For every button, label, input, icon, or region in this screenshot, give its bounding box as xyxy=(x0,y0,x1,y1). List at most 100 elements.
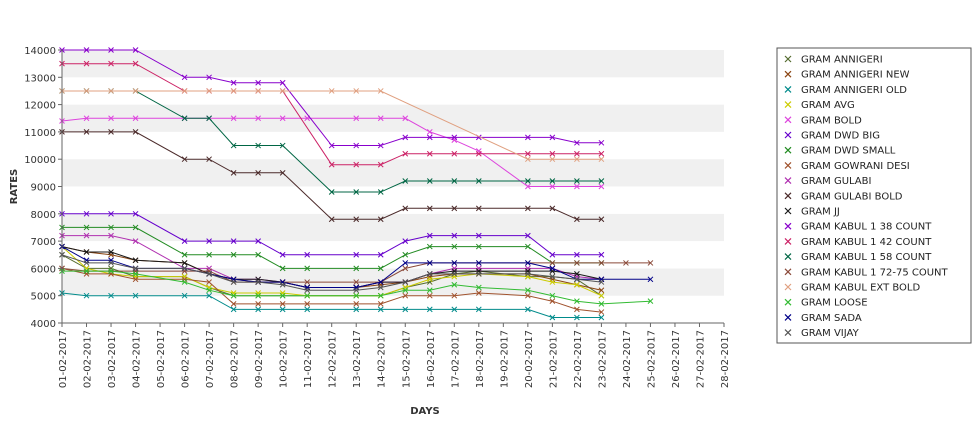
data-point xyxy=(524,260,531,266)
data-point xyxy=(132,265,139,272)
data-point xyxy=(426,260,433,266)
legend-item: GRAM ANNIGERI OLD xyxy=(784,85,907,96)
legend-marker xyxy=(784,222,792,230)
series-line xyxy=(62,226,602,269)
data-point xyxy=(598,150,605,157)
data-point xyxy=(574,306,580,313)
data-point xyxy=(426,205,433,212)
data-point xyxy=(279,281,286,288)
data-point xyxy=(279,88,286,94)
data-point xyxy=(426,232,433,239)
series-line xyxy=(61,262,651,283)
data-point xyxy=(598,309,605,315)
x-tick-label: 19-02-2017 xyxy=(499,330,510,388)
data-point xyxy=(304,292,311,299)
data-point xyxy=(353,189,360,195)
data-point xyxy=(108,88,114,94)
legend-label: GRAM BOLD xyxy=(801,115,862,126)
series-gram-vijay xyxy=(59,251,605,294)
data-point xyxy=(83,268,90,274)
series-gram-loose xyxy=(59,268,654,307)
y-tick-label: 6000 xyxy=(31,264,56,275)
data-point xyxy=(549,183,556,190)
series-line xyxy=(61,254,602,291)
data-point xyxy=(279,79,286,86)
data-point xyxy=(108,260,114,266)
data-point xyxy=(132,47,139,53)
legend-item: GRAM KABUL 1 42 COUNT xyxy=(784,237,932,248)
series-line xyxy=(62,90,602,193)
data-point xyxy=(377,161,384,168)
legend-label: GRAM ANNIGERI OLD xyxy=(801,85,907,96)
data-point xyxy=(549,273,556,280)
series-line xyxy=(62,49,602,146)
legend-item: GRAM GULABI BOLD xyxy=(784,191,903,202)
data-point xyxy=(647,260,654,266)
legend-label: GRAM GULABI BOLD xyxy=(801,191,903,202)
data-point xyxy=(451,134,458,141)
data-point xyxy=(426,178,433,184)
series-gram-kabul-1-38-count xyxy=(59,47,605,149)
y-axis-title: RATES xyxy=(9,169,20,205)
legend-marker xyxy=(784,131,792,139)
data-point xyxy=(206,292,212,299)
data-point xyxy=(279,301,286,307)
data-point xyxy=(451,306,458,313)
data-point xyxy=(181,265,188,272)
series-gram-annigeri-old xyxy=(59,290,605,321)
data-point xyxy=(574,178,580,184)
data-point xyxy=(206,238,212,244)
data-point xyxy=(475,243,482,250)
data-point xyxy=(451,150,458,157)
x-tick-label: 18-02-2017 xyxy=(475,330,486,388)
data-point xyxy=(83,210,90,217)
data-point xyxy=(206,279,212,285)
data-point xyxy=(83,129,90,135)
data-point xyxy=(524,178,531,184)
x-tick-label: 25-02-2017 xyxy=(646,330,657,388)
data-point xyxy=(255,292,262,299)
x-tick-label: 13-02-2017 xyxy=(352,330,363,388)
data-point xyxy=(181,156,188,163)
legend-item: GRAM GOWRANI DESI xyxy=(784,161,910,172)
data-point xyxy=(230,292,237,299)
data-point xyxy=(475,290,482,296)
x-tick-label: 08-02-2017 xyxy=(230,330,241,388)
data-point xyxy=(353,251,360,258)
data-point xyxy=(574,216,580,223)
series-gram-dwd-big xyxy=(59,210,605,258)
x-tick-label: 14-02-2017 xyxy=(377,330,388,388)
data-point xyxy=(255,301,262,307)
data-point xyxy=(451,232,458,239)
data-point xyxy=(132,210,139,217)
data-point xyxy=(402,178,409,184)
x-tick-label: 02-02-2017 xyxy=(83,330,94,388)
data-point xyxy=(524,183,531,190)
series-line xyxy=(62,63,602,166)
data-point xyxy=(255,88,262,94)
data-point xyxy=(377,216,384,223)
legend-item: GRAM KABUL 1 72-75 COUNT xyxy=(784,267,949,278)
x-tick-label: 28-02-2017 xyxy=(720,330,731,388)
data-point xyxy=(574,156,580,163)
legend-marker xyxy=(784,177,792,185)
legend-label: GRAM KABUL EXT BOLD xyxy=(801,283,920,294)
data-point xyxy=(230,279,237,285)
data-point xyxy=(353,279,360,285)
data-point xyxy=(255,79,262,86)
data-point xyxy=(574,276,580,283)
series-line xyxy=(61,267,602,313)
data-point xyxy=(647,298,654,305)
data-point xyxy=(549,205,556,212)
data-point xyxy=(377,306,384,313)
data-point xyxy=(549,292,556,299)
grid-band xyxy=(62,213,724,242)
legend-label: GRAM JJ xyxy=(801,207,840,218)
data-point xyxy=(132,271,139,277)
legend-label: GRAM DWD SMALL xyxy=(801,146,896,157)
data-point xyxy=(598,156,605,163)
x-tick-label: 07-02-2017 xyxy=(205,330,216,388)
data-point xyxy=(83,249,90,255)
data-point xyxy=(475,306,482,313)
data-point xyxy=(377,189,384,195)
